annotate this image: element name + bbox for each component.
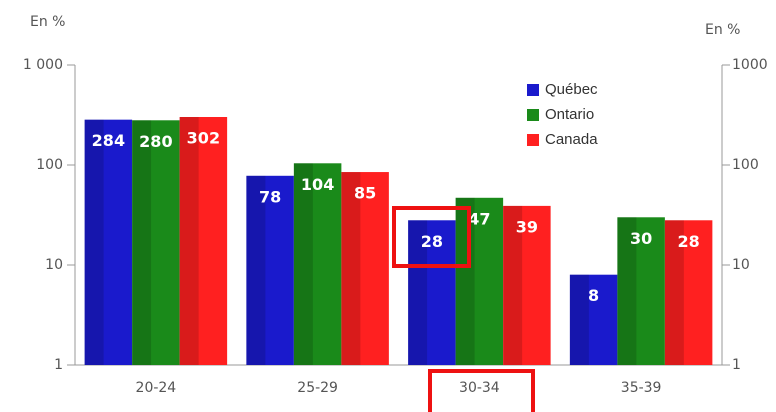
y-tick-label: 10 [45,257,63,273]
highlight-box [392,206,471,268]
data-label: 280 [139,132,172,151]
legend-swatch [527,134,539,146]
data-label: 8 [588,286,599,305]
y2-tick-label: 1000 [732,57,768,73]
y2-axis-label: En % [705,22,740,38]
data-label: 85 [354,184,376,203]
legend-label: Ontario [545,106,594,123]
bar [132,120,180,365]
bar [455,197,504,365]
bar-shade [569,274,589,365]
bar [246,175,294,365]
data-label: 284 [92,131,125,150]
data-label: 30 [630,229,652,248]
bar-shade [84,119,104,365]
y2-tick-label: 100 [732,157,759,173]
highlight-box [428,369,535,412]
x-tick-label: 35-39 [621,380,662,396]
bar-shade [664,220,684,365]
y-tick-label: 1 [54,357,63,373]
bar-shade [293,163,313,365]
y2-tick-label: 10 [732,257,750,273]
bar [179,116,228,366]
y-tick-label: 100 [36,157,63,173]
bar-shade [503,205,523,365]
bar-shade [341,172,361,365]
data-label: 39 [516,217,538,236]
legend-label: Québec [545,81,598,98]
bar-shade [408,220,428,365]
x-tick-label: 20-24 [136,380,177,396]
bar-shade [179,116,199,366]
bar [569,274,618,365]
x-tick-label: 25-29 [297,380,338,396]
bar-shade [246,175,266,365]
bar [617,217,665,365]
data-label: 28 [421,232,443,251]
y-tick-label: 1 000 [23,57,63,73]
y-axis-label: En % [30,14,65,30]
y2-tick-label: 1 [732,357,741,373]
bar [664,220,713,365]
bar [293,163,342,365]
x-tick-label: 30-34 [459,380,500,396]
bar [341,172,389,365]
bar-shade [617,217,637,365]
bar [503,205,551,365]
legend-swatch [527,84,539,96]
data-label: 47 [468,209,490,228]
data-label: 104 [301,175,334,194]
legend-swatch [527,109,539,121]
bar-shade [132,120,152,365]
data-label: 28 [677,232,699,251]
data-label: 302 [187,128,220,147]
data-label: 78 [259,187,281,206]
bar [84,119,133,365]
legend-label: Canada [545,131,598,148]
bar [408,220,456,365]
